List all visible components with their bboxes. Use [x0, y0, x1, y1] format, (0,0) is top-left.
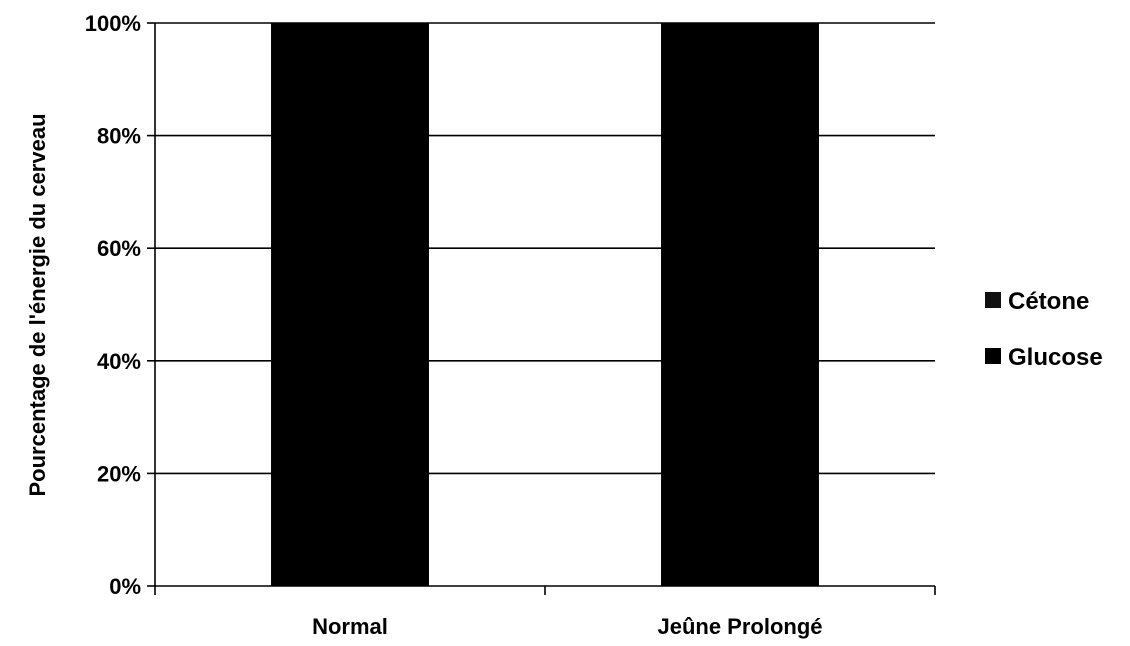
legend-label: Glucose	[1008, 344, 1103, 371]
x-tick-labels: Normal Jeûne Prolongé	[312, 614, 822, 639]
bar-glucose	[271, 23, 429, 586]
y-tick-label: 100%	[85, 11, 141, 36]
bars	[271, 23, 819, 586]
y-tick-label: 20%	[97, 461, 141, 486]
bar-glucose	[661, 23, 819, 586]
x-category-label: Normal	[312, 614, 388, 639]
y-axis-label: Pourcentage de l'énergie du cerveau	[25, 113, 50, 496]
legend-label: Cétone	[1008, 288, 1089, 315]
y-tick-label: 40%	[97, 349, 141, 374]
y-tick-label: 0%	[109, 574, 141, 599]
axes	[147, 22, 936, 595]
y-tick-label: 80%	[97, 124, 141, 149]
legend-swatch	[985, 348, 1001, 364]
legend-swatch	[985, 292, 1001, 308]
x-category-label: Jeûne Prolongé	[657, 614, 822, 639]
y-tick-label: 60%	[97, 236, 141, 261]
legend: Cétone Glucose	[985, 288, 1103, 371]
y-tick-labels: 0% 20% 40% 60% 80% 100%	[85, 11, 141, 599]
